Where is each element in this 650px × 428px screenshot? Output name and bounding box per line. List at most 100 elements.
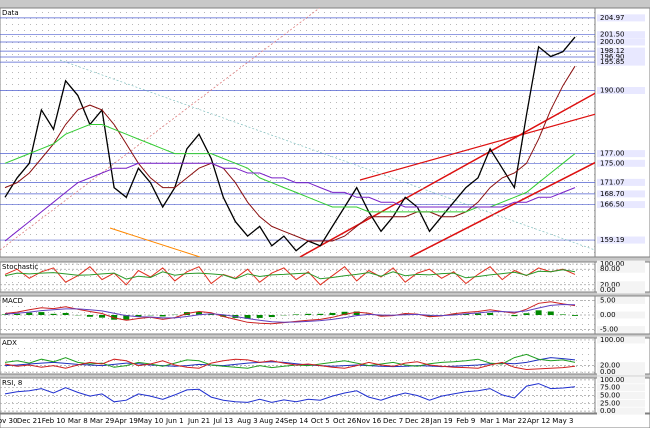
histogram-bar bbox=[196, 311, 203, 315]
histogram-bar bbox=[341, 311, 348, 315]
title-box bbox=[1, 339, 33, 347]
y-tick-label: 50.00 bbox=[600, 392, 620, 400]
y-tick-label: 166.50 bbox=[600, 201, 625, 209]
tick-box bbox=[597, 14, 645, 22]
series-line bbox=[4, 65, 576, 242]
histogram-bar bbox=[111, 315, 118, 320]
series-line bbox=[4, 358, 576, 371]
tick-box bbox=[597, 159, 645, 167]
histogram-bar bbox=[123, 315, 130, 320]
y-tick-label: 195.85 bbox=[600, 58, 625, 66]
x-tick-label: Apr 12 bbox=[527, 417, 550, 425]
panel-title: ADX bbox=[2, 339, 17, 347]
tick-box bbox=[597, 362, 645, 370]
tick-box bbox=[597, 47, 645, 55]
x-axis-background bbox=[0, 413, 650, 428]
y-tick-label: 25.00 bbox=[600, 399, 620, 407]
panel-grid bbox=[0, 338, 595, 374]
series-line bbox=[4, 269, 576, 280]
series-line bbox=[4, 162, 576, 242]
y-tick-label: 20.00 bbox=[600, 281, 620, 289]
x-tick-label: Dec 21 bbox=[17, 417, 42, 425]
histogram-bar bbox=[62, 312, 69, 315]
y-tick-label: 100.00 bbox=[600, 336, 625, 344]
y-tick-label: 177.00 bbox=[600, 150, 625, 158]
x-tick-label: Mar 22 bbox=[502, 417, 526, 425]
x-tick-label: Jul 13 bbox=[213, 417, 234, 425]
trend-line bbox=[359, 113, 595, 181]
x-tick-label: Dec 28 bbox=[405, 417, 430, 425]
histogram-bar bbox=[487, 312, 494, 315]
y-tick-label: 196.90 bbox=[600, 53, 625, 61]
histogram-bar bbox=[50, 313, 57, 315]
histogram-bar bbox=[305, 313, 312, 315]
tick-box bbox=[597, 286, 645, 294]
y-tick-label: 5.00 bbox=[600, 296, 616, 304]
trend-line bbox=[0, 8, 321, 251]
tick-box bbox=[597, 236, 645, 244]
histogram-bar bbox=[317, 313, 324, 315]
histogram-bar bbox=[2, 314, 8, 315]
title-box bbox=[1, 379, 33, 387]
y-tick-label: 198.12 bbox=[600, 47, 625, 55]
tick-box bbox=[597, 407, 645, 415]
trend-line bbox=[409, 161, 595, 257]
panel-grid bbox=[0, 8, 595, 257]
panel-title: RSI, 8 bbox=[2, 379, 22, 387]
series-group bbox=[2, 310, 578, 320]
histogram-bar bbox=[353, 311, 360, 315]
tick-box bbox=[597, 58, 645, 66]
x-tick-label: Jan 19 bbox=[430, 417, 453, 425]
tick-box bbox=[597, 376, 645, 384]
y-tick-label: 0.00 bbox=[600, 407, 616, 415]
histogram-bar bbox=[511, 315, 518, 317]
x-tick-label: May 10 bbox=[138, 417, 164, 425]
histogram-bar bbox=[474, 313, 481, 315]
histogram-bar bbox=[523, 313, 530, 315]
tick-box bbox=[597, 38, 645, 46]
tick-box bbox=[597, 336, 645, 344]
y-tick-label: 100.00 bbox=[600, 376, 625, 384]
tick-box bbox=[597, 87, 645, 95]
y-tick-label: 168.70 bbox=[600, 190, 625, 198]
y-tick-label: 75.00 bbox=[600, 384, 620, 392]
y-tick-label: 0.00 bbox=[600, 311, 616, 319]
y-tick-label: 80.00 bbox=[600, 265, 620, 273]
x-tick-label: Nov 16 bbox=[356, 417, 381, 425]
x-tick-label: Oct 5 bbox=[311, 417, 330, 425]
tick-box bbox=[597, 326, 645, 334]
histogram-bar bbox=[450, 313, 457, 315]
trend-line bbox=[109, 227, 201, 257]
trend-line bbox=[59, 59, 595, 251]
y-tick-label: 171.07 bbox=[600, 178, 625, 186]
y-tick-label: 190.00 bbox=[600, 87, 625, 95]
tick-box bbox=[597, 53, 645, 61]
tick-box bbox=[597, 265, 645, 273]
histogram-bar bbox=[547, 311, 554, 315]
tick-box bbox=[597, 368, 645, 376]
histogram-bar bbox=[159, 315, 166, 317]
x-tick-label: Mar 29 bbox=[90, 417, 114, 425]
y-tick-label: 201.50 bbox=[600, 31, 625, 39]
histogram-bar bbox=[208, 313, 215, 315]
x-tick-label: Aug 24 bbox=[259, 417, 284, 425]
y-tick-label: 0.00 bbox=[600, 286, 616, 294]
y-tick-label: 20.00 bbox=[600, 362, 620, 370]
series-line bbox=[4, 36, 576, 252]
tick-box bbox=[597, 392, 645, 399]
series-group bbox=[0, 8, 595, 257]
histogram-bar bbox=[377, 315, 384, 317]
y-tick-label: 204.97 bbox=[600, 14, 625, 22]
panel-title: Stochastic bbox=[2, 263, 38, 271]
panel-title: MACD bbox=[2, 297, 23, 305]
title-box bbox=[1, 9, 33, 17]
x-tick-label: Nov 30 bbox=[0, 417, 17, 425]
x-tick-label: Feb 10 bbox=[42, 417, 66, 425]
tick-box bbox=[597, 260, 645, 268]
x-tick-label: Dec 7 bbox=[383, 417, 403, 425]
histogram-bar bbox=[26, 312, 33, 315]
histogram-bar bbox=[572, 315, 578, 316]
title-box bbox=[1, 297, 33, 305]
y-tick-label: 100.00 bbox=[600, 260, 625, 268]
